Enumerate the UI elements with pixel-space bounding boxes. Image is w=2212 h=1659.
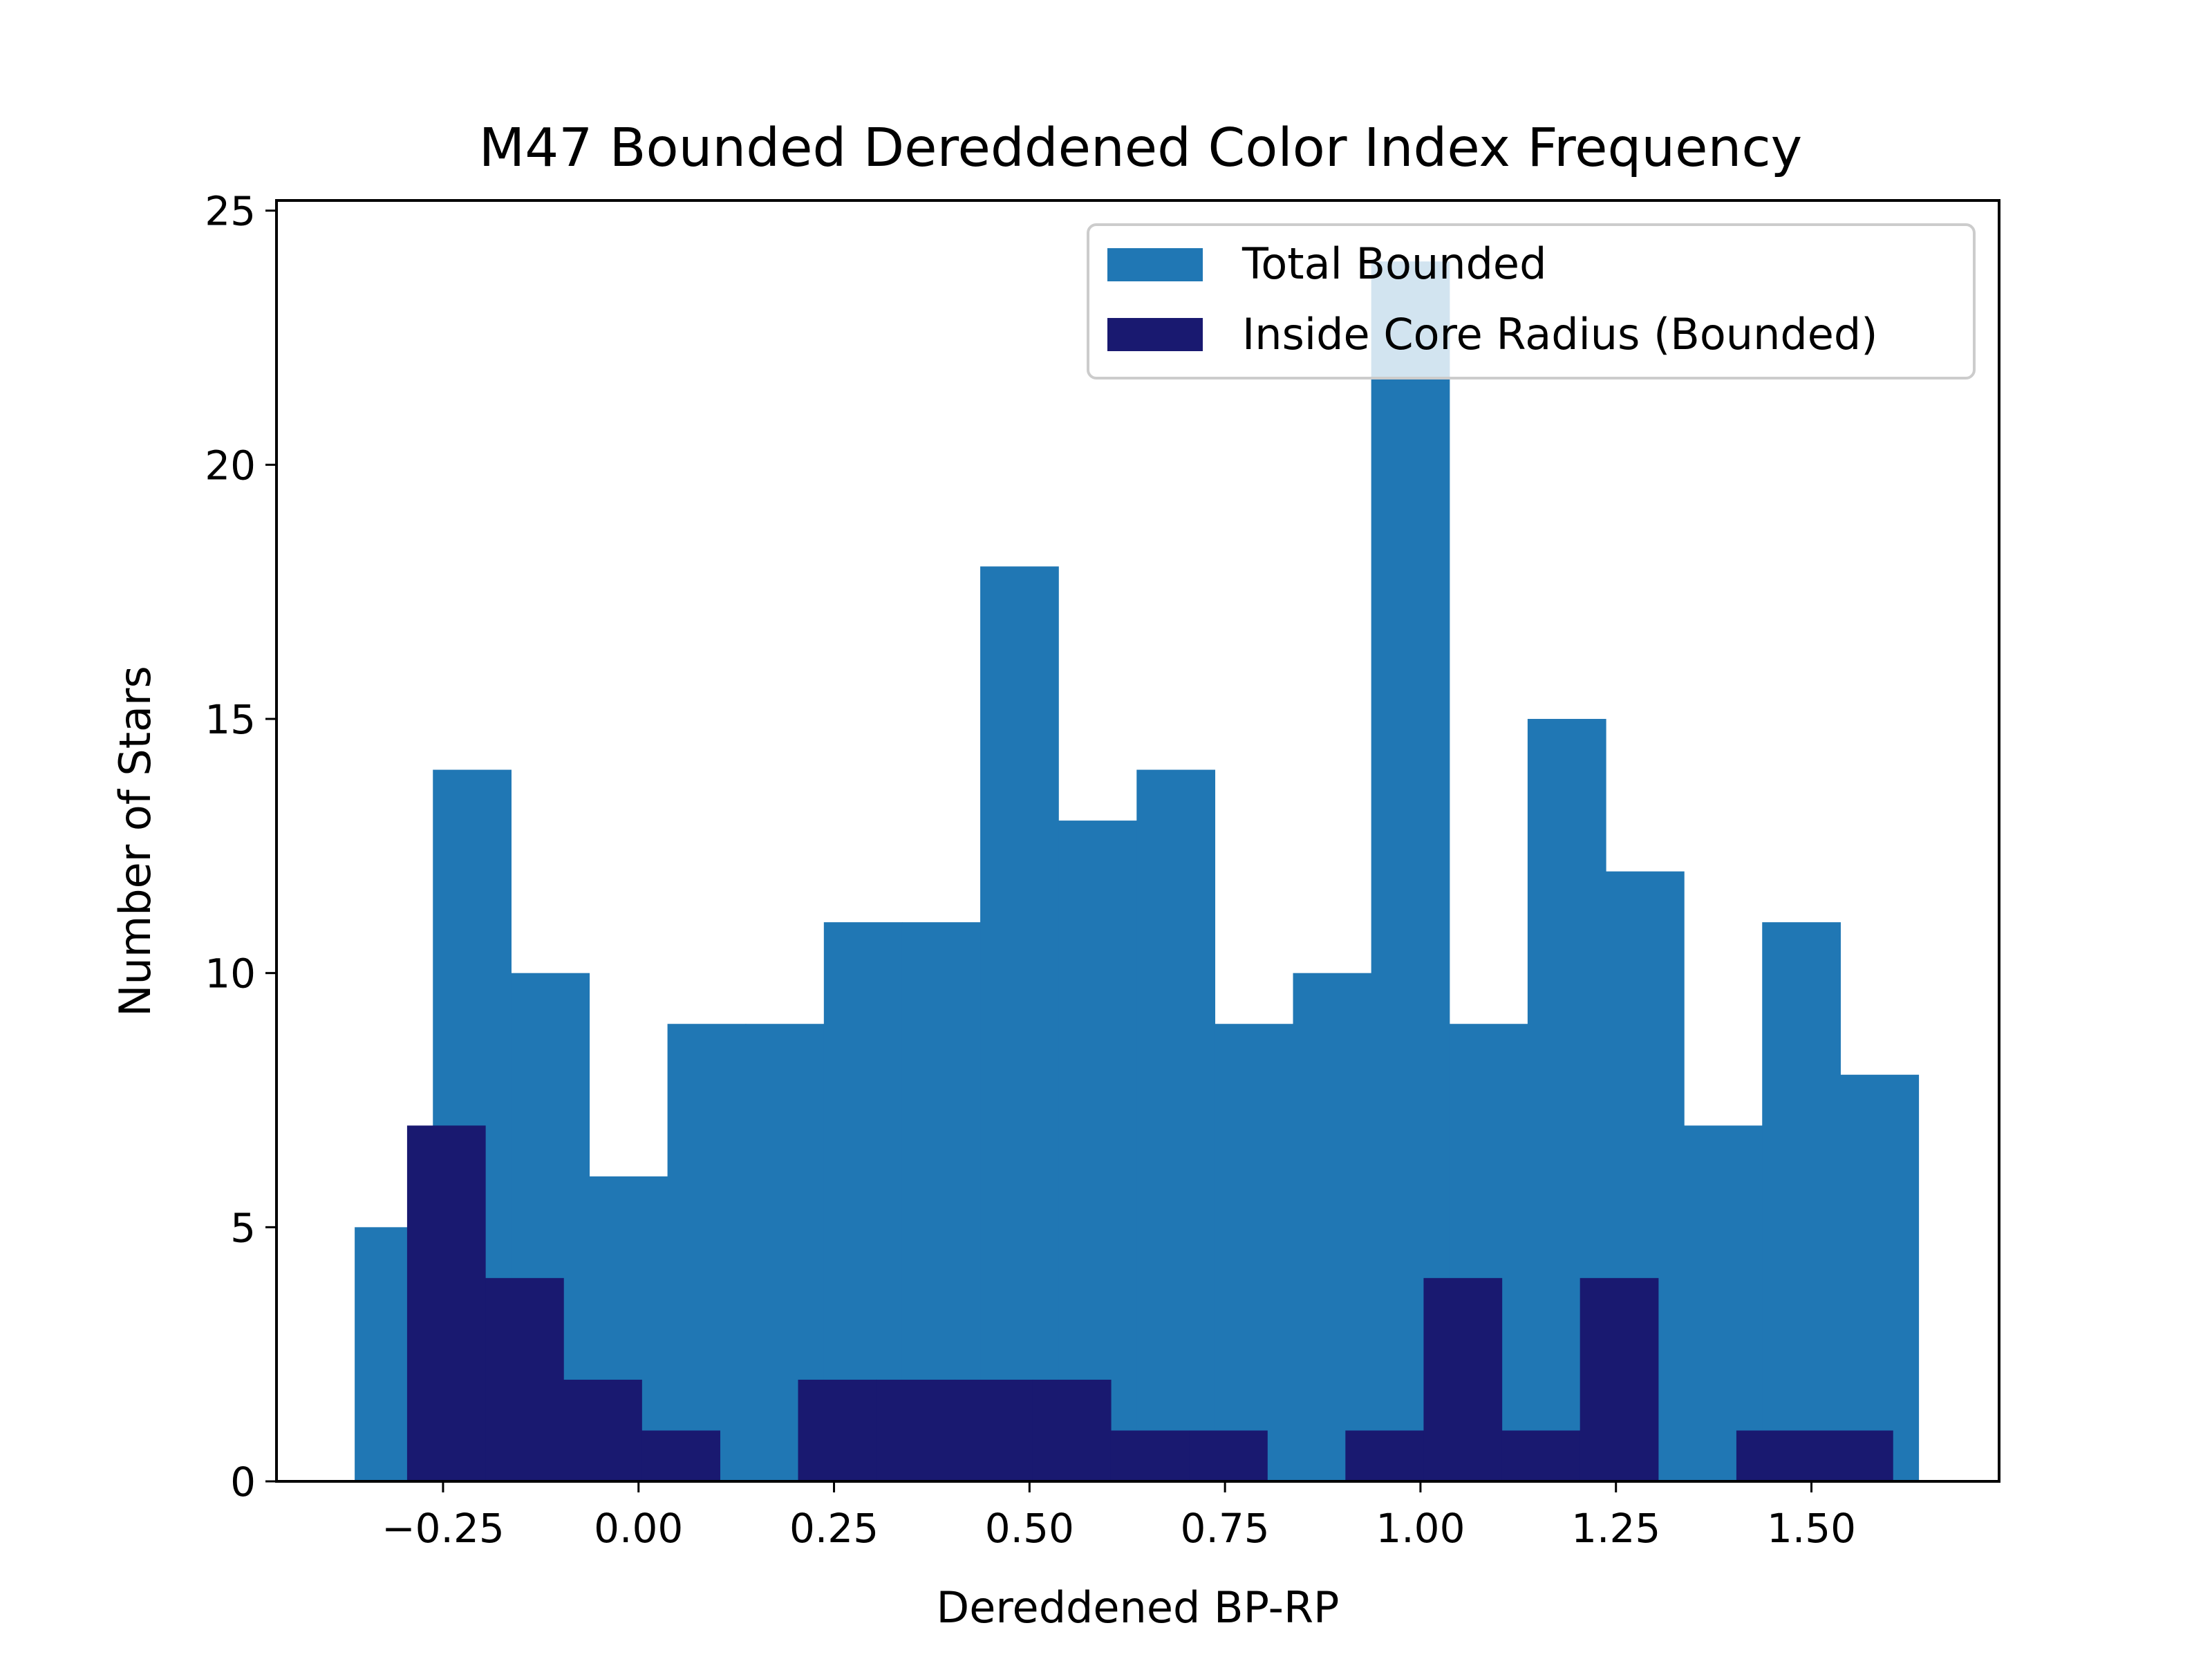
x-tick-label: −0.25 bbox=[382, 1505, 505, 1552]
bar-total-17 bbox=[1684, 1125, 1763, 1481]
bar-total-8 bbox=[980, 566, 1059, 1482]
legend-box bbox=[1087, 223, 1976, 379]
x-tick-label: 0.25 bbox=[789, 1505, 879, 1552]
x-axis-label: Dereddened BP-RP bbox=[937, 1582, 1340, 1633]
y-axis-label: Number of Stars bbox=[110, 666, 160, 1017]
legend-swatch-total-bounded bbox=[1107, 248, 1203, 281]
bar-core-0 bbox=[406, 1125, 486, 1481]
x-axis: −0.25 0.00 0.25 0.50 0.75 1.00 1.25 1.50 bbox=[382, 1481, 1856, 1552]
bar-core-6 bbox=[876, 1379, 955, 1481]
y-tick-label: 25 bbox=[205, 188, 256, 235]
legend-swatch-inside-core-radius bbox=[1107, 318, 1203, 351]
plot-frame bbox=[275, 199, 2000, 1483]
x-tick-label: 1.50 bbox=[1767, 1505, 1856, 1552]
y-tick-label: 20 bbox=[205, 442, 256, 489]
y-tick-label: 15 bbox=[205, 696, 256, 743]
legend-label-total-bounded: Total Bounded bbox=[1241, 238, 1546, 289]
bar-total-11 bbox=[1215, 1024, 1294, 1481]
y-axis: 0 5 10 15 20 25 bbox=[205, 188, 276, 1506]
bar-total-4 bbox=[667, 1024, 747, 1481]
y-tick-label: 10 bbox=[205, 950, 256, 997]
bars-layer bbox=[355, 261, 1920, 1482]
x-tick-label: 0.50 bbox=[985, 1505, 1074, 1552]
legend-label-inside-core-radius: Inside Core Radius (Bounded) bbox=[1242, 309, 1877, 359]
x-tick-label: 0.00 bbox=[594, 1505, 683, 1552]
bar-core-8 bbox=[1032, 1379, 1112, 1481]
bar-core-12 bbox=[1345, 1430, 1425, 1481]
bar-core-17 bbox=[1736, 1430, 1815, 1481]
bar-core-14 bbox=[1501, 1430, 1581, 1481]
chart-title: M47 Bounded Dereddened Color Index Frequ… bbox=[479, 118, 1802, 179]
x-tick-label: 0.75 bbox=[1181, 1505, 1270, 1552]
y-tick-label: 5 bbox=[230, 1204, 256, 1251]
bar-total-10 bbox=[1136, 769, 1216, 1481]
bar-total-12 bbox=[1293, 973, 1372, 1481]
bar-core-10 bbox=[1189, 1430, 1268, 1481]
y-tick-label: 0 bbox=[230, 1459, 256, 1506]
legend: Total Bounded Inside Core Radius (Bounde… bbox=[1087, 223, 1976, 379]
bar-core-5 bbox=[798, 1379, 877, 1481]
x-tick-label: 1.25 bbox=[1571, 1505, 1660, 1552]
bar-total-19 bbox=[1840, 1074, 1920, 1481]
bar-core-1 bbox=[485, 1277, 564, 1481]
bar-core-13 bbox=[1423, 1277, 1503, 1481]
bar-core-9 bbox=[1110, 1430, 1190, 1481]
x-tick-label: 1.00 bbox=[1376, 1505, 1465, 1552]
bar-total-9 bbox=[1058, 821, 1137, 1481]
bar-core-15 bbox=[1580, 1277, 1659, 1481]
bar-core-7 bbox=[954, 1379, 1033, 1481]
bar-core-3 bbox=[641, 1430, 720, 1481]
bar-total-18 bbox=[1762, 922, 1841, 1481]
series-1 bbox=[406, 1125, 1893, 1481]
bar-core-18 bbox=[1815, 1430, 1893, 1481]
bar-core-2 bbox=[563, 1379, 642, 1481]
